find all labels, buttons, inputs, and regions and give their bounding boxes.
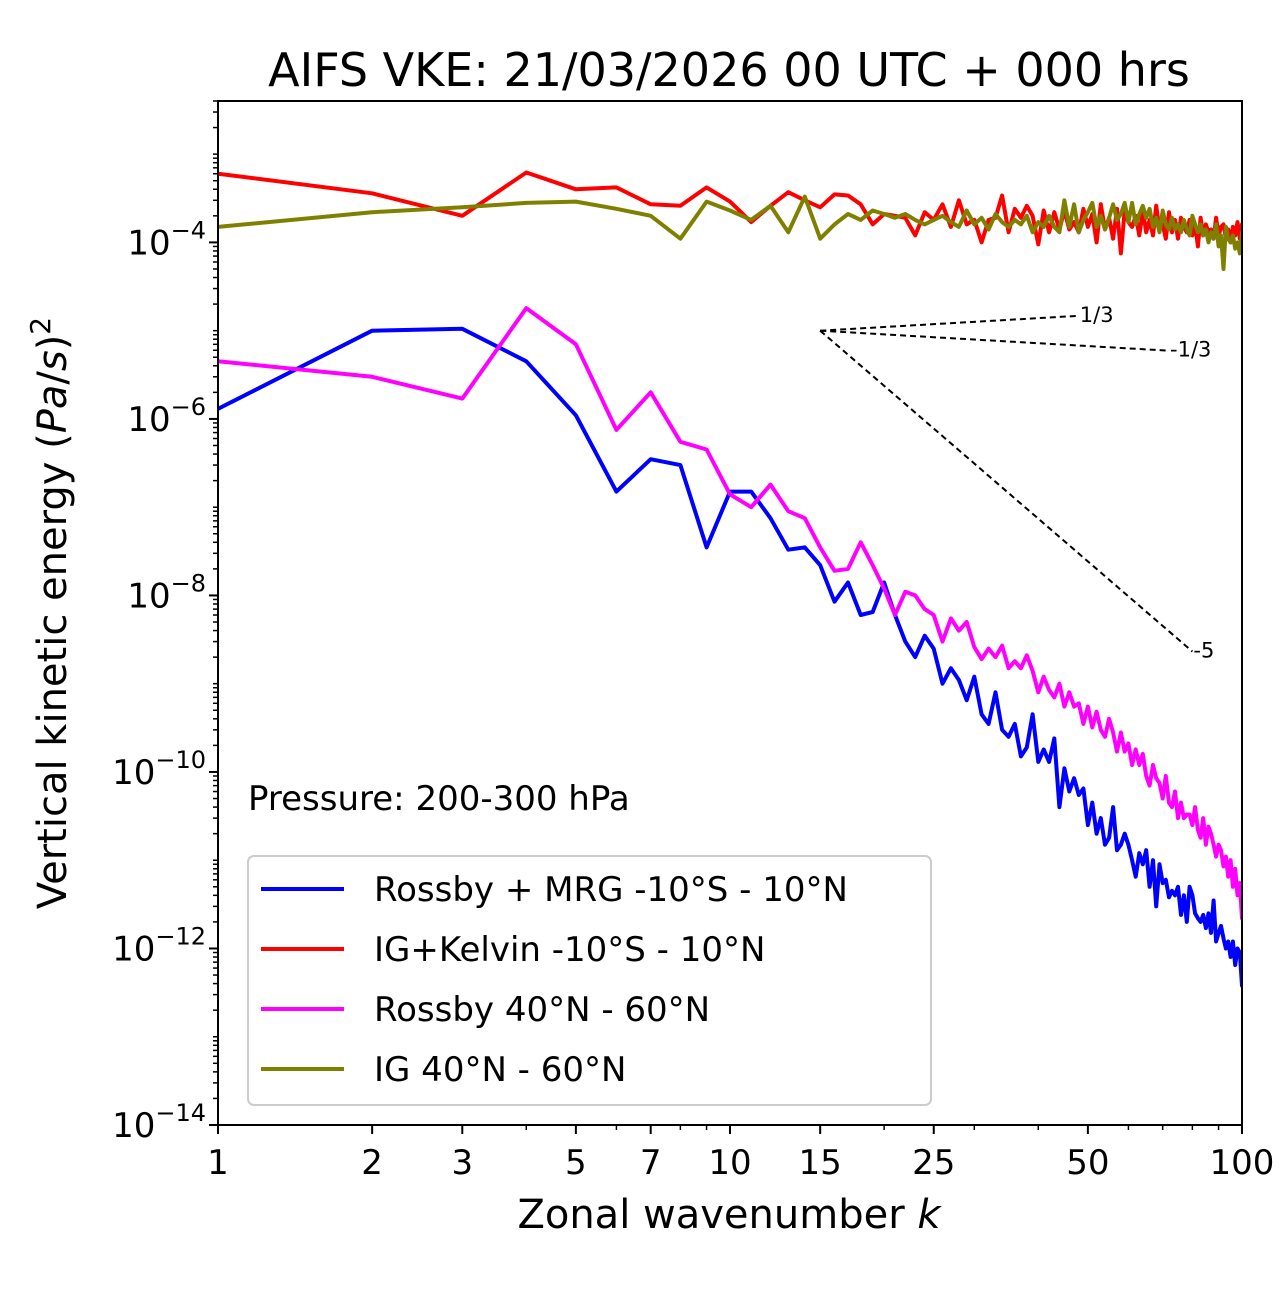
legend-label-2: IG+Kelvin -10°S - 10°N xyxy=(374,930,765,970)
x-tick-label: 3 xyxy=(451,1143,473,1183)
series-line-1 xyxy=(218,326,1242,988)
series-line-3 xyxy=(218,306,1242,921)
x-tick-label: 10 xyxy=(708,1143,751,1183)
x-tick-label: 100 xyxy=(1210,1143,1275,1183)
y-tick-label: 10−14 xyxy=(112,1099,206,1146)
y-tick-label: 10−4 xyxy=(127,216,206,263)
series-line-4 xyxy=(218,194,1242,271)
x-tick-label: 15 xyxy=(799,1143,842,1183)
reference-slope-lines: 1/3 -1/3 -5 xyxy=(819,303,1214,663)
y-tick-label: 10−12 xyxy=(112,922,206,969)
series-lines xyxy=(218,170,1242,988)
reference-line-2 xyxy=(820,329,1170,352)
x-axis-label: Zonal wavenumber k xyxy=(517,1192,942,1238)
y-axis: 10−4 10−6 10−8 10−10 10−12 10−14 xyxy=(112,100,218,1146)
legend-frame xyxy=(247,855,932,1106)
x-axis: 1 2 3 5 7 10 15 25 50 100 xyxy=(207,1125,1274,1183)
legend: Rossby + MRG -10°S - 10°N IG+Kelvin -10°S… xyxy=(247,855,932,1106)
y-tick-label: 10−10 xyxy=(112,746,206,793)
reference-line-label: 1/3 xyxy=(1080,303,1114,327)
legend-label-4: IG 40°N - 60°N xyxy=(374,1050,626,1090)
reference-line-3 xyxy=(819,329,1194,653)
reference-line-1 xyxy=(820,314,1079,332)
y-axis-label: Vertical kinetic energy (Pa/s)2 xyxy=(24,317,76,909)
x-tick-label: 7 xyxy=(640,1143,662,1183)
y-tick-label: 10−8 xyxy=(127,569,206,616)
x-tick-label: 5 xyxy=(565,1143,587,1183)
y-tick-label: 10−6 xyxy=(127,393,206,440)
x-tick-label: 25 xyxy=(912,1143,955,1183)
legend-label-1: Rossby + MRG -10°S - 10°N xyxy=(374,870,848,910)
x-tick-label: 2 xyxy=(361,1143,383,1183)
reference-line-label: -1/3 xyxy=(1170,338,1211,362)
legend-label-3: Rossby 40°N - 60°N xyxy=(374,990,710,1030)
x-tick-label: 1 xyxy=(207,1143,229,1183)
chart-title: AIFS VKE: 21/03/2026 00 UTC + 000 hrs xyxy=(268,43,1190,97)
reference-line-label: -5 xyxy=(1193,639,1214,663)
pressure-annotation: Pressure: 200-300 hPa xyxy=(248,779,630,819)
x-tick-label: 50 xyxy=(1066,1143,1109,1183)
